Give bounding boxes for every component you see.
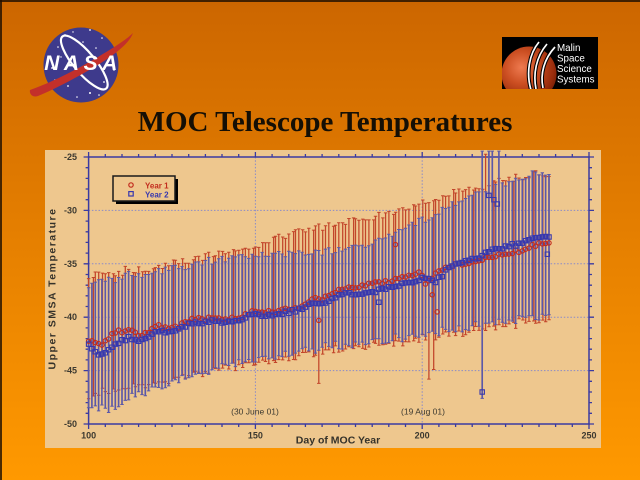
svg-text:100: 100 bbox=[81, 431, 96, 441]
svg-text:-25: -25 bbox=[64, 152, 77, 162]
svg-text:Upper SMSA Temperature: Upper SMSA Temperature bbox=[47, 208, 59, 370]
svg-text:Day of MOC Year: Day of MOC Year bbox=[296, 435, 380, 447]
svg-text:-30: -30 bbox=[64, 205, 77, 215]
svg-text:(30 June 01): (30 June 01) bbox=[231, 407, 279, 417]
svg-text:Space: Space bbox=[557, 54, 585, 65]
svg-text:Malin: Malin bbox=[557, 43, 580, 54]
svg-text:-40: -40 bbox=[64, 312, 77, 322]
svg-text:200: 200 bbox=[415, 431, 430, 441]
svg-text:150: 150 bbox=[248, 431, 263, 441]
svg-text:Science: Science bbox=[557, 64, 592, 75]
svg-text:Systems: Systems bbox=[557, 75, 595, 86]
svg-text:-45: -45 bbox=[64, 366, 77, 376]
svg-text:NASA: NASA bbox=[44, 52, 122, 75]
svg-text:-50: -50 bbox=[64, 419, 77, 429]
svg-text:Year 1: Year 1 bbox=[145, 182, 169, 191]
svg-text:250: 250 bbox=[581, 431, 596, 441]
svg-text:Year 2: Year 2 bbox=[145, 191, 169, 200]
svg-text:-35: -35 bbox=[64, 259, 77, 269]
svg-text:(19 Aug 01): (19 Aug 01) bbox=[401, 407, 445, 417]
